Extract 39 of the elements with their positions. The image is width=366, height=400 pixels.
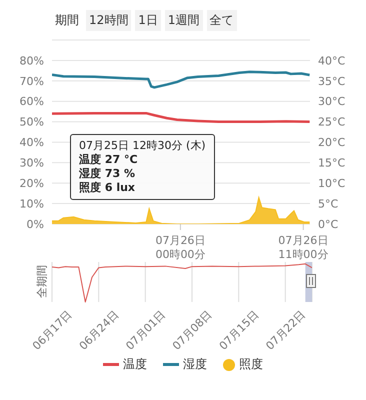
y2-tick-label: 35°C xyxy=(318,74,346,88)
y2-tick-label: 20°C xyxy=(318,136,346,150)
y-tick-label: 20% xyxy=(20,177,44,190)
annotation: 湿度 73 % xyxy=(79,167,136,181)
legend-label: 湿度 xyxy=(182,356,207,373)
y-axis-title: 全期間 xyxy=(34,264,50,300)
y2-tick-label: 25°C xyxy=(318,116,346,129)
x-tick-label: 06月24日 xyxy=(76,308,122,353)
annotation: 照度 6 lux xyxy=(79,181,136,195)
y-tick-label: 80% xyxy=(20,54,44,68)
y2-tick-label: 10°C xyxy=(318,177,346,190)
text: 1週間 xyxy=(164,10,203,30)
y-tick-label: 30% xyxy=(20,156,44,170)
x-tick-label: 07月22日 xyxy=(263,308,308,353)
legend-label: 温度 xyxy=(122,356,147,373)
text: 1日 xyxy=(135,10,161,30)
x-tick-label: 07月01日 xyxy=(123,308,168,353)
text: 全て xyxy=(206,10,237,30)
y-tick-label: 60% xyxy=(20,95,44,108)
x-tick-label: 06月17日 xyxy=(30,308,75,353)
text: 期間 xyxy=(54,12,80,28)
legend-label: 照度 xyxy=(238,356,263,373)
y2-tick-label: 0°C xyxy=(318,218,338,231)
y2-tick-label: 15°C xyxy=(318,156,346,170)
annotation: 温度 27 °C xyxy=(79,153,139,167)
y-tick-label: 40% xyxy=(20,136,44,150)
annotation: 07月25日 12時30分 (木) xyxy=(79,139,206,153)
y-tick-label: 10% xyxy=(20,197,44,210)
y2-tick-label: 30°C xyxy=(318,95,346,108)
x-tick-label: 07月26日 00時00分 xyxy=(155,234,206,261)
x-tick-label: 07月15日 xyxy=(216,308,262,353)
y-tick-label: 70% xyxy=(20,74,44,88)
x-tick-label: 07月26日 11時00分 xyxy=(278,234,328,261)
y-tick-label: 0% xyxy=(26,218,44,231)
y2-tick-label: 5°C xyxy=(318,197,338,210)
y2-tick-label: 40°C xyxy=(318,54,346,68)
x-tick-label: 07月08日 xyxy=(170,308,215,353)
text: 12時間 xyxy=(86,10,132,30)
y-tick-label: 50% xyxy=(20,116,44,129)
